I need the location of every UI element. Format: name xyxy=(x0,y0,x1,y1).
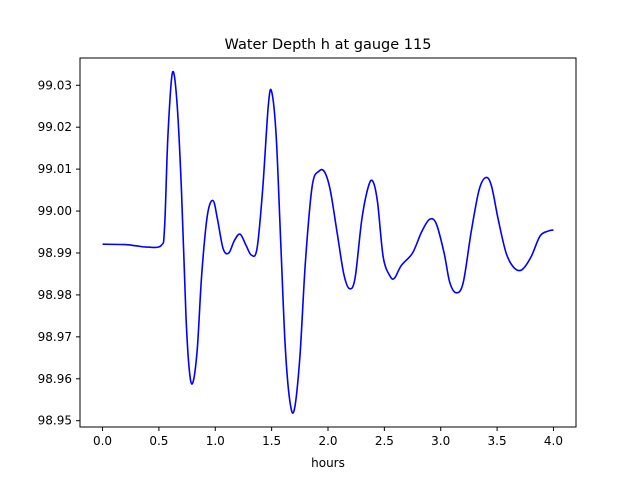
y-tick-label: 99.02 xyxy=(38,120,72,134)
chart-title: Water Depth h at gauge 115 xyxy=(225,37,432,53)
x-tick-label: 3.0 xyxy=(431,434,450,448)
x-tick-label: 1.0 xyxy=(206,434,225,448)
y-tick-label: 98.95 xyxy=(38,414,72,428)
x-axis: 0.0 0.5 1.0 1.5 2.0 2.5 3.0 3.5 4.0 xyxy=(93,427,563,448)
y-tick-label: 98.99 xyxy=(38,246,72,260)
x-axis-label: hours xyxy=(311,456,345,470)
x-tick-label: 0.0 xyxy=(93,434,112,448)
x-tick-label: 2.5 xyxy=(375,434,394,448)
plot-area-frame xyxy=(79,57,577,428)
y-tick-label: 99.01 xyxy=(38,162,72,176)
y-tick-label: 98.98 xyxy=(38,288,72,302)
y-tick-label: 99.03 xyxy=(38,78,72,92)
series-line-water-depth xyxy=(102,70,554,414)
y-tick-label: 98.96 xyxy=(38,372,72,386)
y-axis: 98.95 98.96 98.97 98.98 98.99 99.00 99.01 99.02… xyxy=(38,78,80,428)
x-tick-label: 2.0 xyxy=(318,434,337,448)
y-tick-label: 98.97 xyxy=(38,330,72,344)
y-tick-label: 99.00 xyxy=(38,204,72,218)
x-tick-label: 1.5 xyxy=(262,434,281,448)
x-tick-label: 3.5 xyxy=(488,434,507,448)
x-tick-label: 0.5 xyxy=(149,434,168,448)
x-tick-label: 4.0 xyxy=(544,434,563,448)
